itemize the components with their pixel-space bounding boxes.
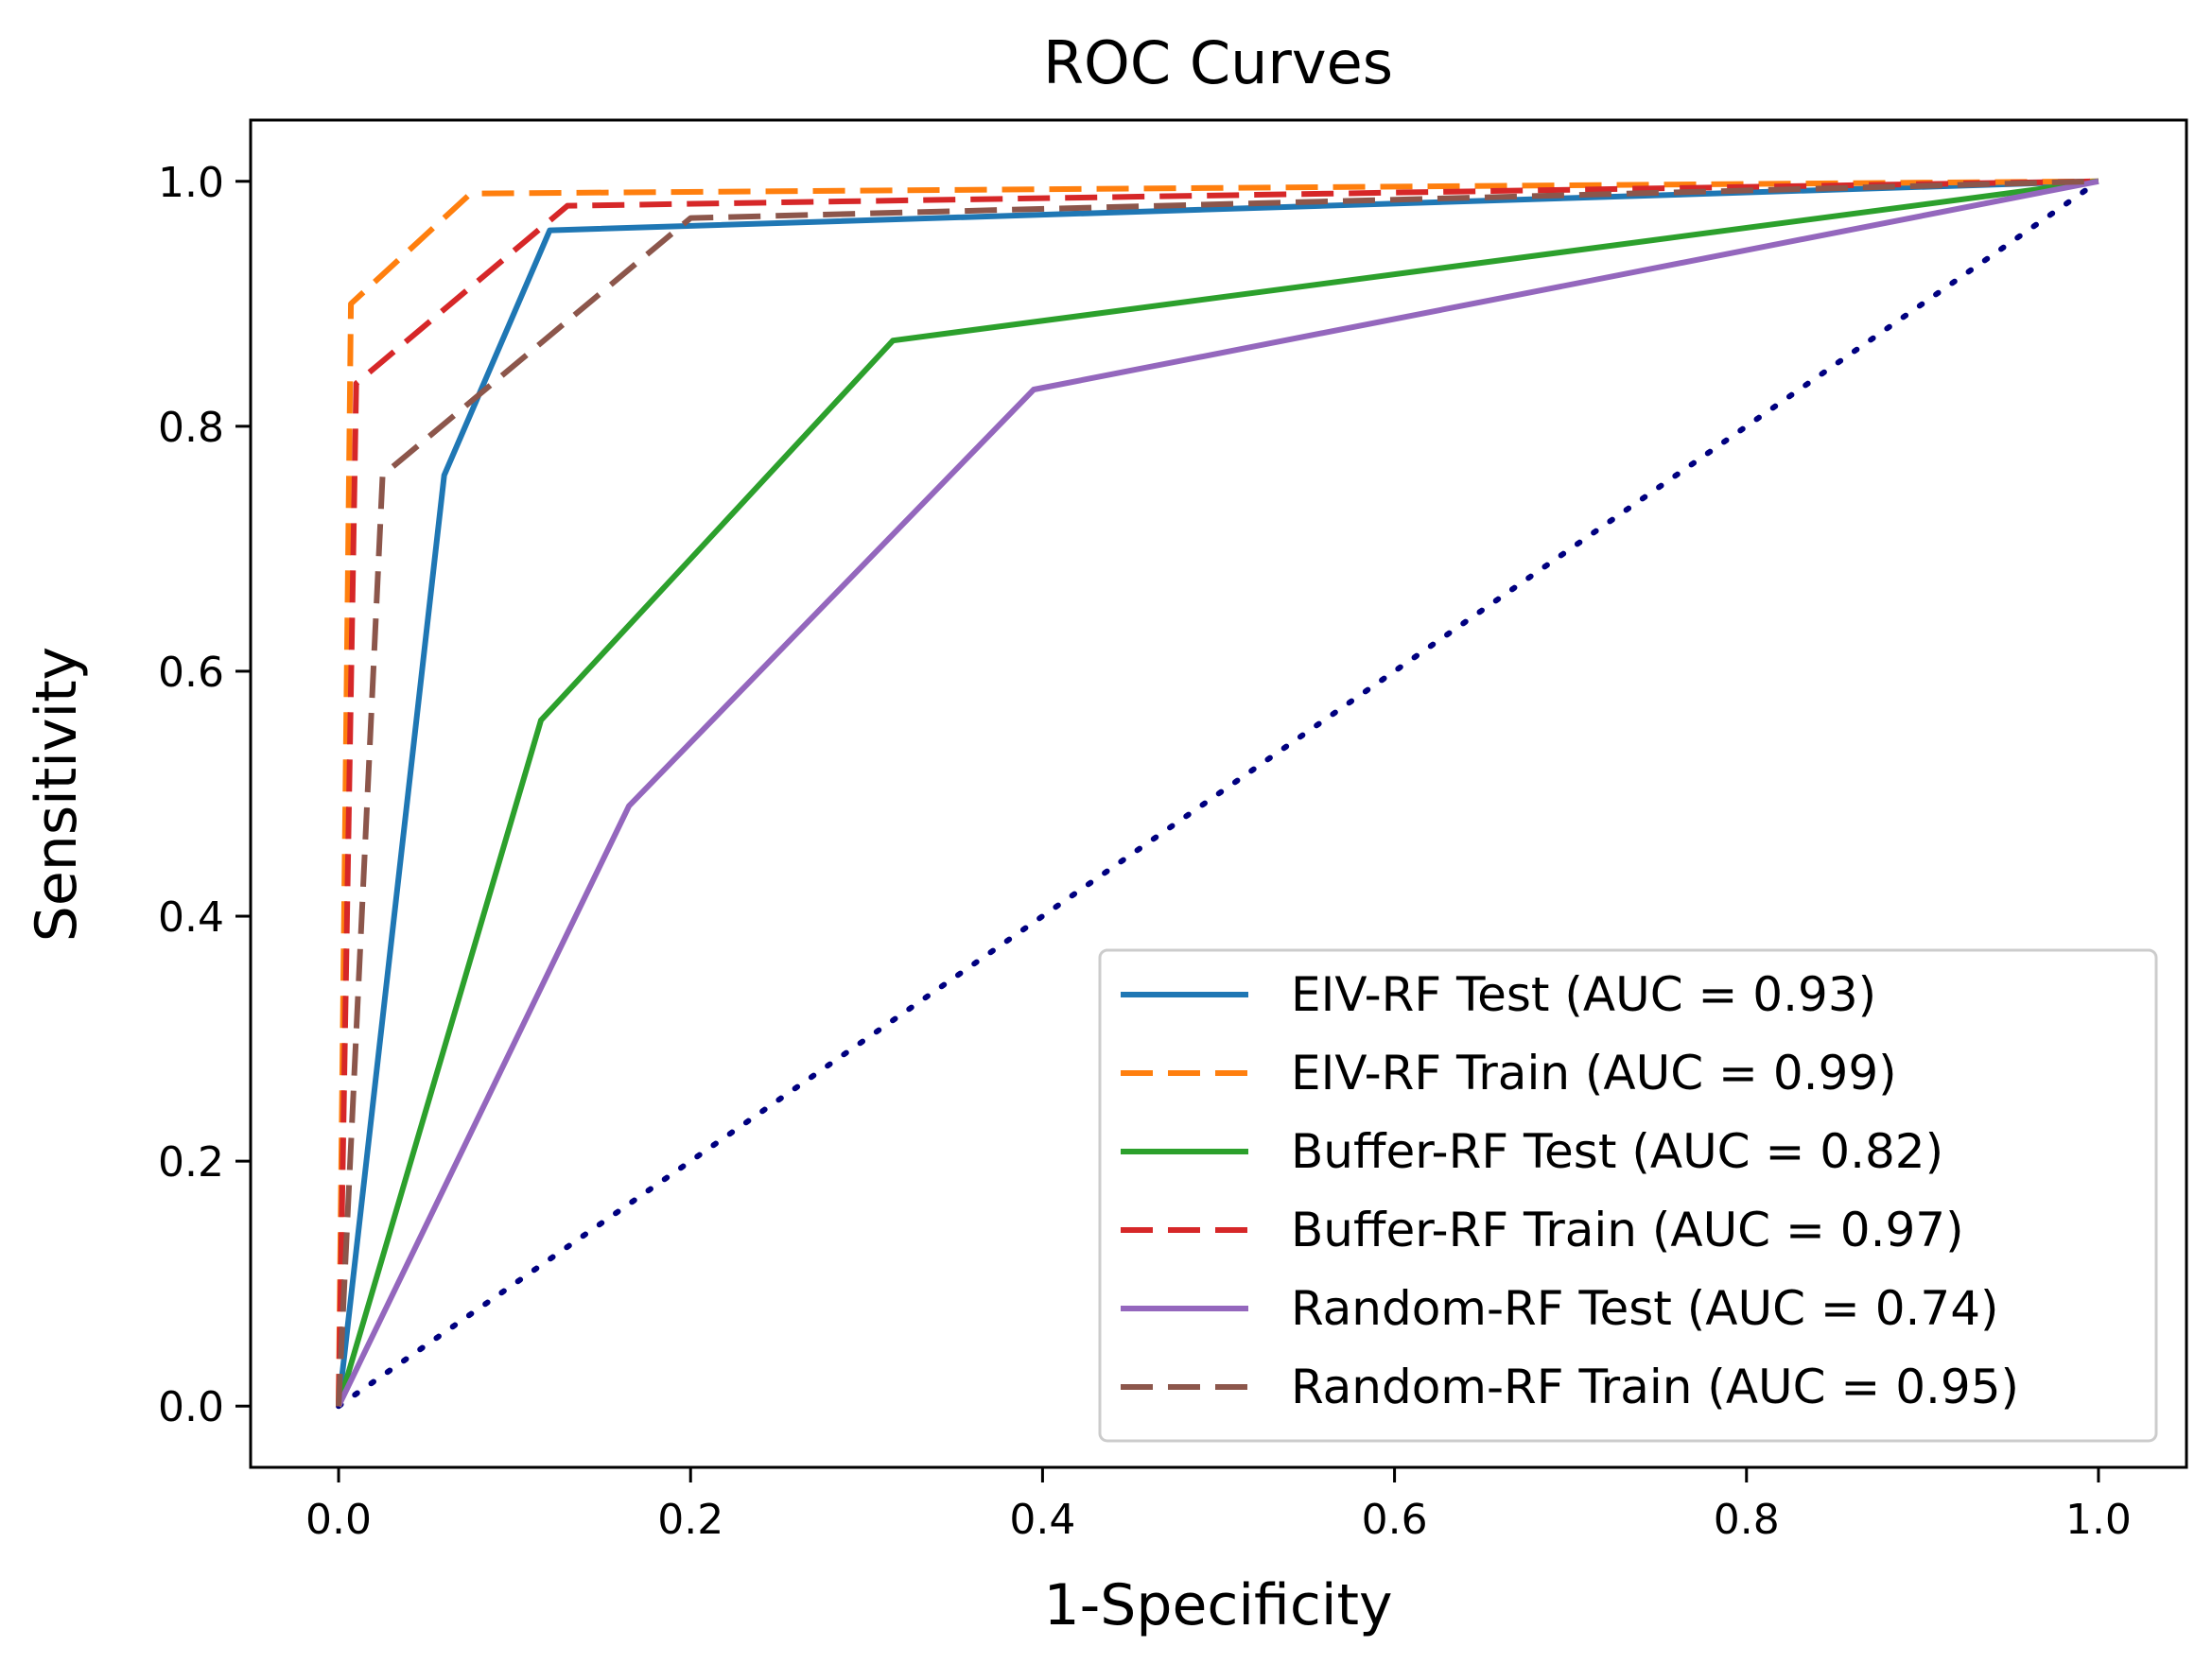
legend-label-1: EIV-RF Test (AUC = 0.93)	[1291, 967, 1876, 1022]
series-line-4	[336, 178, 2099, 1407]
series-line-6	[336, 178, 2099, 1407]
y-axis-ticks: 0.0 0.2 0.4 0.6 0.8 1.0	[158, 159, 251, 1431]
legend: EIV-RF Test (AUC = 0.93) EIV-RF Train (AU…	[1098, 948, 2158, 1443]
y-tick-label: 0.6	[158, 649, 224, 697]
legend-label-5: Random-RF Test (AUC = 0.74)	[1291, 1281, 1999, 1336]
chart-title: ROC Curves	[1043, 28, 1393, 97]
x-tick-label: 0.2	[657, 1496, 723, 1544]
x-tick-label: 1.0	[2065, 1496, 2132, 1544]
series-line-5	[336, 178, 2099, 1408]
series-line-2	[336, 178, 2099, 1407]
reference-diagonal-line	[336, 178, 2101, 1410]
y-tick-label: 0.4	[158, 893, 224, 942]
x-tick-label: 0.0	[305, 1496, 372, 1544]
x-tick-label: 0.4	[1009, 1496, 1075, 1544]
x-axis-ticks: 0.0 0.2 0.4 0.6 0.8 1.0	[305, 1467, 2132, 1544]
x-tick-label: 0.8	[1714, 1496, 1780, 1544]
y-tick-label: 0.8	[158, 404, 224, 452]
legend-label-6: Random-RF Train (AUC = 0.95)	[1291, 1360, 2019, 1414]
plot-area-frame	[249, 118, 2188, 1469]
x-axis-label: 1-Specificity	[1043, 1572, 1392, 1638]
legend-label-3: Buffer-RF Test (AUC = 0.82)	[1291, 1124, 1943, 1179]
legend-label-2: EIV-RF Train (AUC = 0.99)	[1291, 1046, 1897, 1101]
y-tick-label: 0.2	[158, 1138, 224, 1187]
y-tick-label: 0.0	[158, 1383, 224, 1431]
x-tick-label: 0.6	[1362, 1496, 1428, 1544]
series-line-3	[336, 178, 2099, 1408]
legend-frame	[1098, 948, 2158, 1443]
y-tick-label: 1.0	[158, 159, 224, 207]
series-line-1	[336, 178, 2099, 1407]
y-axis-label: Sensitivity	[24, 647, 90, 942]
plot-lines	[336, 178, 2101, 1410]
legend-label-4: Buffer-RF Train (AUC = 0.97)	[1291, 1203, 1964, 1257]
